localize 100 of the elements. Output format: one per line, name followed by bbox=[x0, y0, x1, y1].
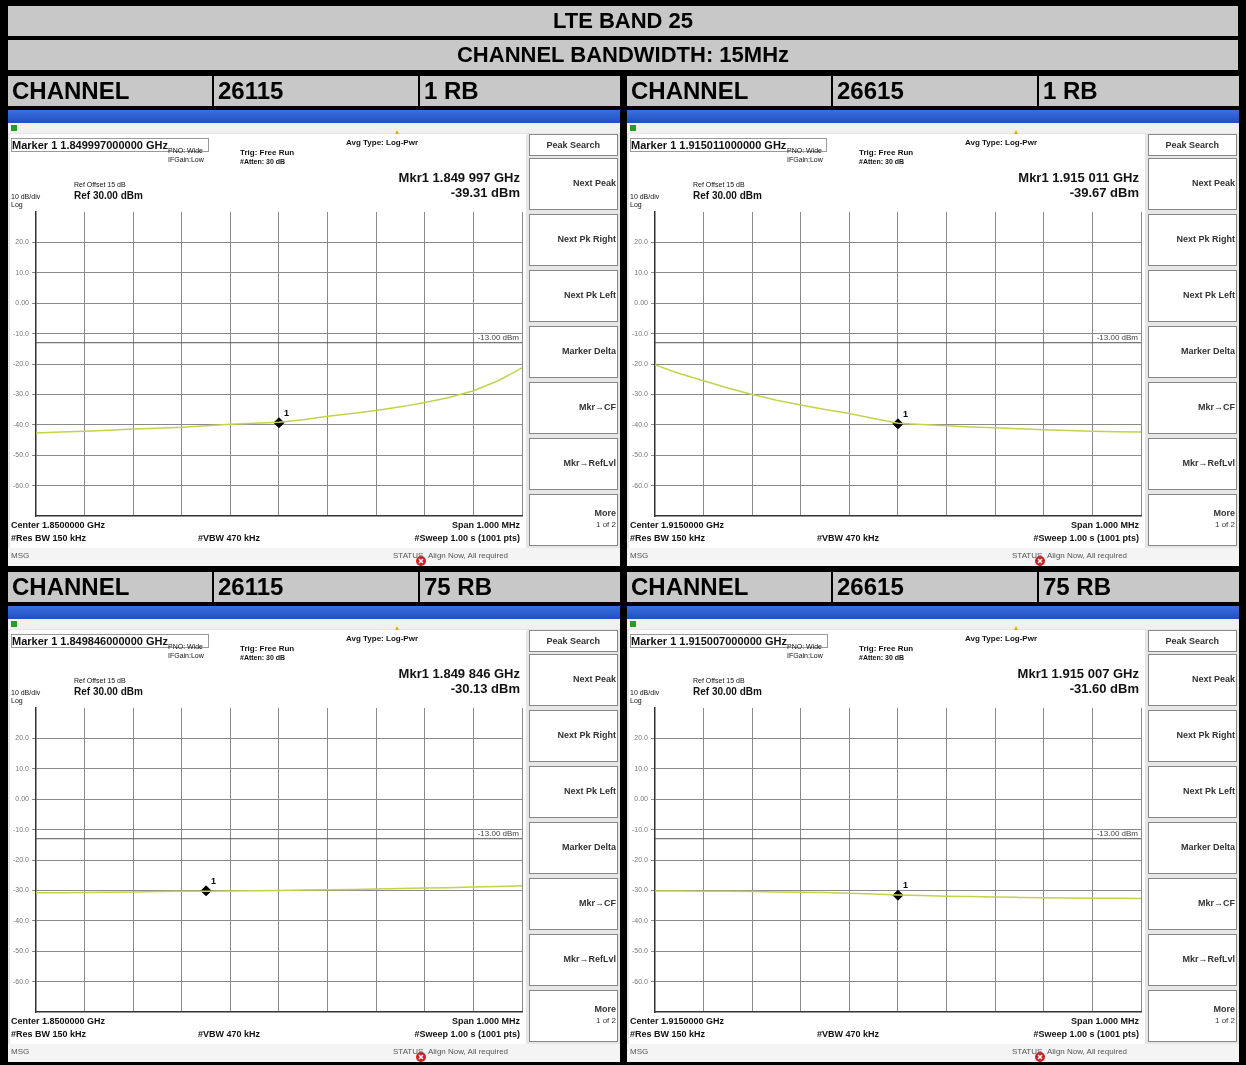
text: Mkr→RefLvl bbox=[1182, 954, 1235, 964]
text: Next Peak bbox=[1191, 178, 1235, 188]
text: Align Now, All required bbox=[1047, 551, 1128, 560]
text: 26115 bbox=[214, 76, 418, 106]
text: Align Now, All required bbox=[1047, 1047, 1128, 1056]
text: Next Pk Left bbox=[563, 290, 616, 300]
text: MSG bbox=[630, 1047, 649, 1056]
text: -39.31 dBm bbox=[450, 185, 520, 200]
text: Ref 30.00 dBm bbox=[693, 190, 762, 201]
text: Span 1.000 MHz bbox=[1070, 520, 1139, 530]
text: Next Pk Right bbox=[557, 730, 616, 740]
text: Peak Search bbox=[546, 140, 600, 150]
text: Marker 1 1.915011000000 GHz bbox=[631, 139, 787, 151]
text: Ref 30.00 dBm bbox=[693, 686, 762, 697]
text: Span 1.000 MHz bbox=[451, 1016, 520, 1026]
annotation: 1 bbox=[902, 880, 908, 891]
text: Center 1.9150000 GHz bbox=[630, 1016, 725, 1026]
text: Ref 30.00 dBm bbox=[74, 686, 143, 697]
text: 26615 bbox=[833, 76, 1037, 106]
text: Mkr1 1.915 011 GHz bbox=[1018, 170, 1139, 185]
text: 1 RB bbox=[420, 76, 620, 106]
text: MSG bbox=[11, 1047, 30, 1056]
text: More bbox=[594, 508, 616, 518]
text: Mkr→RefLvl bbox=[563, 458, 616, 468]
text: Mkr→CF bbox=[1197, 402, 1235, 412]
text: 1 of 2 bbox=[1214, 520, 1235, 529]
text: Mkr→RefLvl bbox=[563, 954, 616, 964]
ref-line-label: -13.00 dBm bbox=[1096, 828, 1139, 838]
text: Center 1.9150000 GHz bbox=[630, 520, 725, 530]
text: CHANNEL bbox=[8, 572, 212, 602]
text: Ref 30.00 dBm bbox=[74, 190, 143, 201]
text: Next Pk Right bbox=[557, 234, 616, 244]
text: Avg Type: Log-Pwr bbox=[965, 634, 1037, 643]
text: Next Peak bbox=[1191, 674, 1235, 684]
text: Mkr1 1.849 846 GHz bbox=[398, 666, 520, 681]
text: MSG bbox=[11, 551, 30, 560]
text: Avg Type: Log-Pwr bbox=[346, 634, 418, 643]
text: #Res BW 150 kHz bbox=[630, 1029, 706, 1039]
text: Mkr1 1.915 007 GHz bbox=[1017, 666, 1139, 681]
text: LTE BAND 25 bbox=[8, 6, 1238, 36]
text: 75 RB bbox=[420, 572, 620, 602]
text: Marker 1 1.849846000000 GHz bbox=[12, 635, 168, 647]
text: Span 1.000 MHz bbox=[1070, 1016, 1139, 1026]
text: Mkr→CF bbox=[578, 898, 616, 908]
ref-line-label: -13.00 dBm bbox=[477, 828, 520, 838]
text: 75 RB bbox=[1039, 572, 1239, 602]
text: Mkr1 1.849 997 GHz bbox=[398, 170, 520, 185]
text: Next Pk Left bbox=[1182, 786, 1235, 796]
text: 1 of 2 bbox=[595, 520, 616, 529]
text: Next Peak bbox=[572, 674, 616, 684]
text: CHANNEL bbox=[627, 572, 831, 602]
text: CHANNEL bbox=[627, 76, 831, 106]
text: -39.67 dBm bbox=[1069, 185, 1139, 200]
text: 1 of 2 bbox=[1214, 1016, 1235, 1025]
text: #Sweep 1.00 s (1001 pts) bbox=[414, 1029, 520, 1039]
text: Marker Delta bbox=[1180, 842, 1235, 852]
text: #VBW 470 kHz bbox=[817, 1029, 880, 1039]
annotation: 1 bbox=[283, 407, 289, 418]
text: More bbox=[1213, 508, 1235, 518]
text: Trig: Free Run bbox=[859, 644, 914, 653]
text: Align Now, All required bbox=[428, 1047, 509, 1056]
text: More bbox=[594, 1004, 616, 1014]
text: CHANNEL bbox=[8, 76, 212, 106]
text: #VBW 470 kHz bbox=[817, 533, 880, 543]
text: Marker Delta bbox=[561, 346, 616, 356]
text: #VBW 470 kHz bbox=[198, 1029, 261, 1039]
text: #Res BW 150 kHz bbox=[11, 1029, 87, 1039]
text: MSG bbox=[630, 551, 649, 560]
text: #VBW 470 kHz bbox=[198, 533, 261, 543]
text: Mkr→RefLvl bbox=[1182, 458, 1235, 468]
text: #Sweep 1.00 s (1001 pts) bbox=[414, 533, 520, 543]
text: Next Pk Right bbox=[1176, 234, 1235, 244]
text: #Res BW 150 kHz bbox=[11, 533, 87, 543]
text: Trig: Free Run bbox=[240, 644, 295, 653]
text: Avg Type: Log-Pwr bbox=[965, 138, 1037, 147]
text: Avg Type: Log-Pwr bbox=[346, 138, 418, 147]
text: 1 RB bbox=[1039, 76, 1239, 106]
annotation: 1 bbox=[902, 408, 908, 419]
text: Next Pk Left bbox=[563, 786, 616, 796]
text: 26115 bbox=[214, 572, 418, 602]
text: Marker 1 1.915007000000 GHz bbox=[631, 635, 787, 647]
text: #Sweep 1.00 s (1001 pts) bbox=[1033, 533, 1139, 543]
text: 26615 bbox=[833, 572, 1037, 602]
text: Next Pk Left bbox=[1182, 290, 1235, 300]
text: Marker 1 1.849997000000 GHz bbox=[12, 139, 168, 151]
text: Mkr→CF bbox=[1197, 898, 1235, 908]
text: -31.60 dBm bbox=[1069, 681, 1139, 696]
text: Align Now, All required bbox=[428, 551, 509, 560]
text: Center 1.8500000 GHz bbox=[11, 520, 106, 530]
ref-line-label: -13.00 dBm bbox=[1096, 332, 1139, 342]
text: #Sweep 1.00 s (1001 pts) bbox=[1033, 1029, 1139, 1039]
text: Trig: Free Run bbox=[859, 148, 914, 157]
ref-line-label: -13.00 dBm bbox=[477, 332, 520, 342]
text: 1 of 2 bbox=[595, 1016, 616, 1025]
annotation: 1 bbox=[211, 875, 217, 886]
text: Peak Search bbox=[1165, 140, 1219, 150]
text: Center 1.8500000 GHz bbox=[11, 1016, 106, 1026]
text: Marker Delta bbox=[1180, 346, 1235, 356]
text: Trig: Free Run bbox=[240, 148, 295, 157]
text: Peak Search bbox=[1165, 636, 1219, 646]
